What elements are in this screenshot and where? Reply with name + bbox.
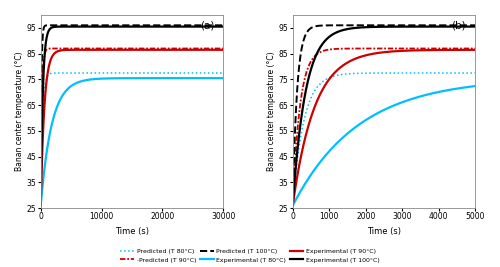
X-axis label: Time (s): Time (s) [115, 227, 149, 236]
Text: (b): (b) [452, 21, 466, 31]
Y-axis label: Banan center temperature (°C): Banan center temperature (°C) [15, 52, 24, 171]
X-axis label: Time (s): Time (s) [367, 227, 401, 236]
Y-axis label: Banan center temperature (°C): Banan center temperature (°C) [267, 52, 276, 171]
Legend: Predicted (T 80°C), ·Predicted (T 90°C), Predicted (T 100°C), Experimental (T 80: Predicted (T 80°C), ·Predicted (T 90°C),… [119, 248, 381, 264]
Text: (a): (a) [200, 21, 214, 31]
